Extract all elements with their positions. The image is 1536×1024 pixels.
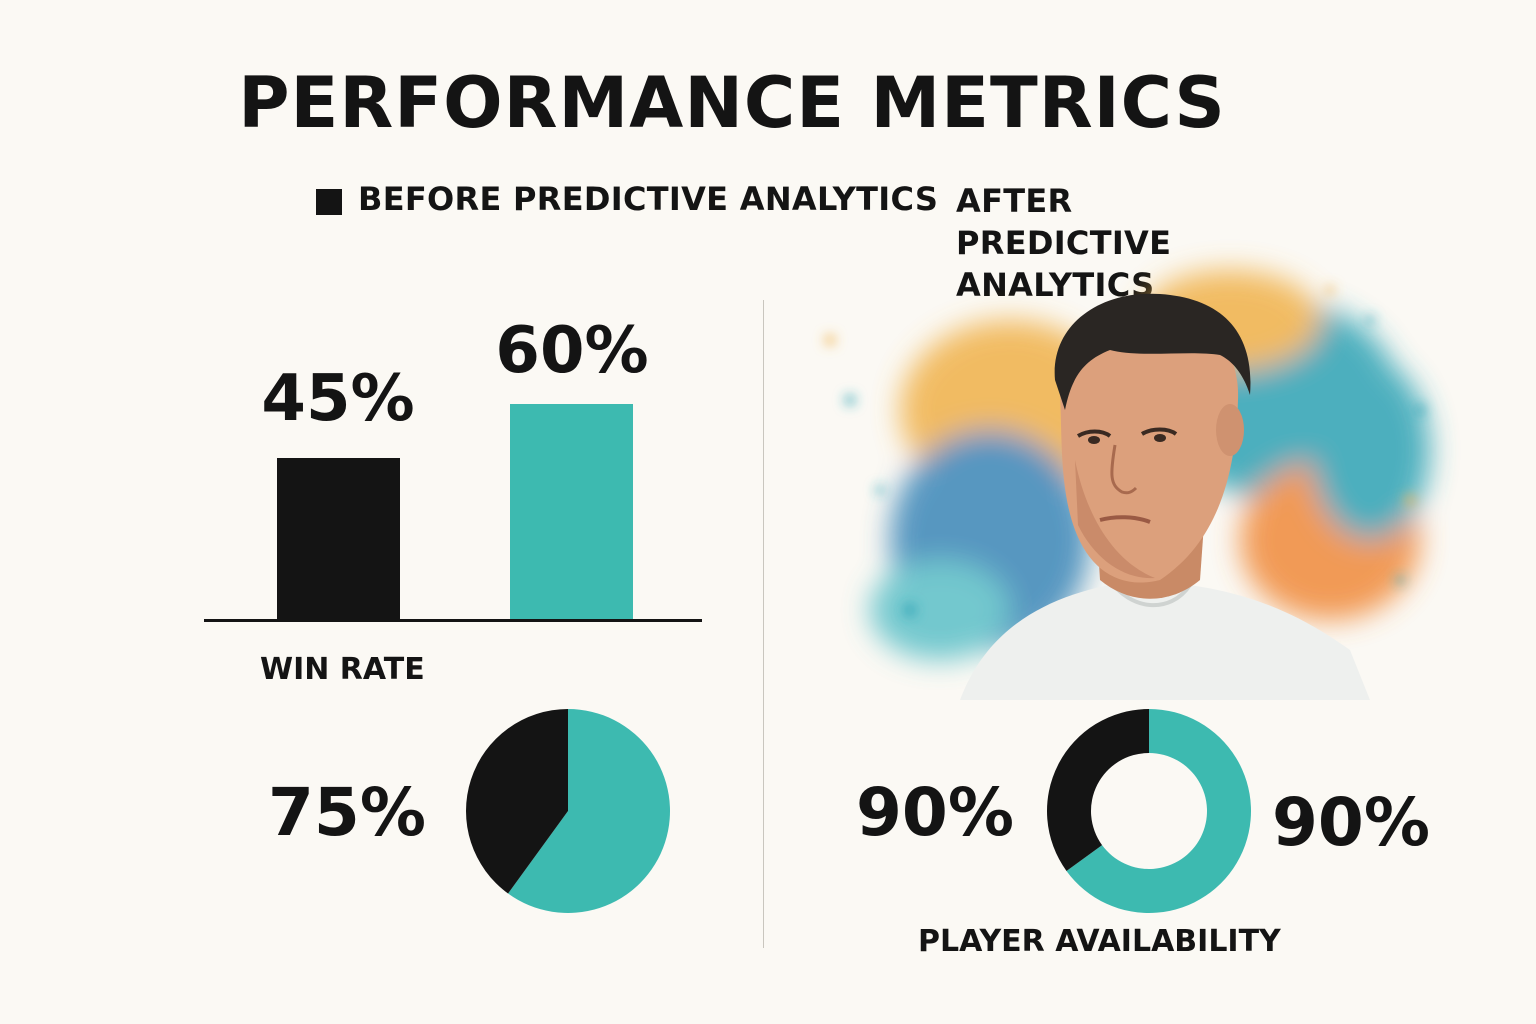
- donut-right-value: 90%: [1272, 784, 1430, 861]
- player-availability-label: PLAYER AVAILABILITY: [918, 924, 1281, 959]
- donut-left-value: 90%: [856, 774, 1014, 851]
- bar-chart-baseline: [204, 619, 702, 622]
- pie-chart: [466, 709, 670, 913]
- pie-slice-before: [466, 709, 568, 894]
- section-divider: [763, 300, 764, 948]
- donut-slice-before: [1047, 709, 1149, 871]
- bar-value-after: 60%: [495, 314, 649, 388]
- legend-before-swatch: [316, 189, 342, 215]
- donut-chart: [1047, 709, 1251, 913]
- bar-value-before: 45%: [261, 362, 415, 436]
- win-rate-label: WIN RATE: [260, 652, 425, 687]
- pie-slice-after: [508, 709, 670, 913]
- bar-before: [277, 458, 400, 620]
- legend-before-label: BEFORE PREDICTIVE ANALYTICS: [358, 180, 939, 218]
- bar-after: [510, 404, 633, 620]
- donut-slice-after: [1066, 709, 1251, 913]
- page-title: PERFORMANCE METRICS: [238, 62, 1226, 144]
- player-portrait-illustration: [825, 270, 1430, 700]
- pie-value-label: 75%: [268, 774, 426, 851]
